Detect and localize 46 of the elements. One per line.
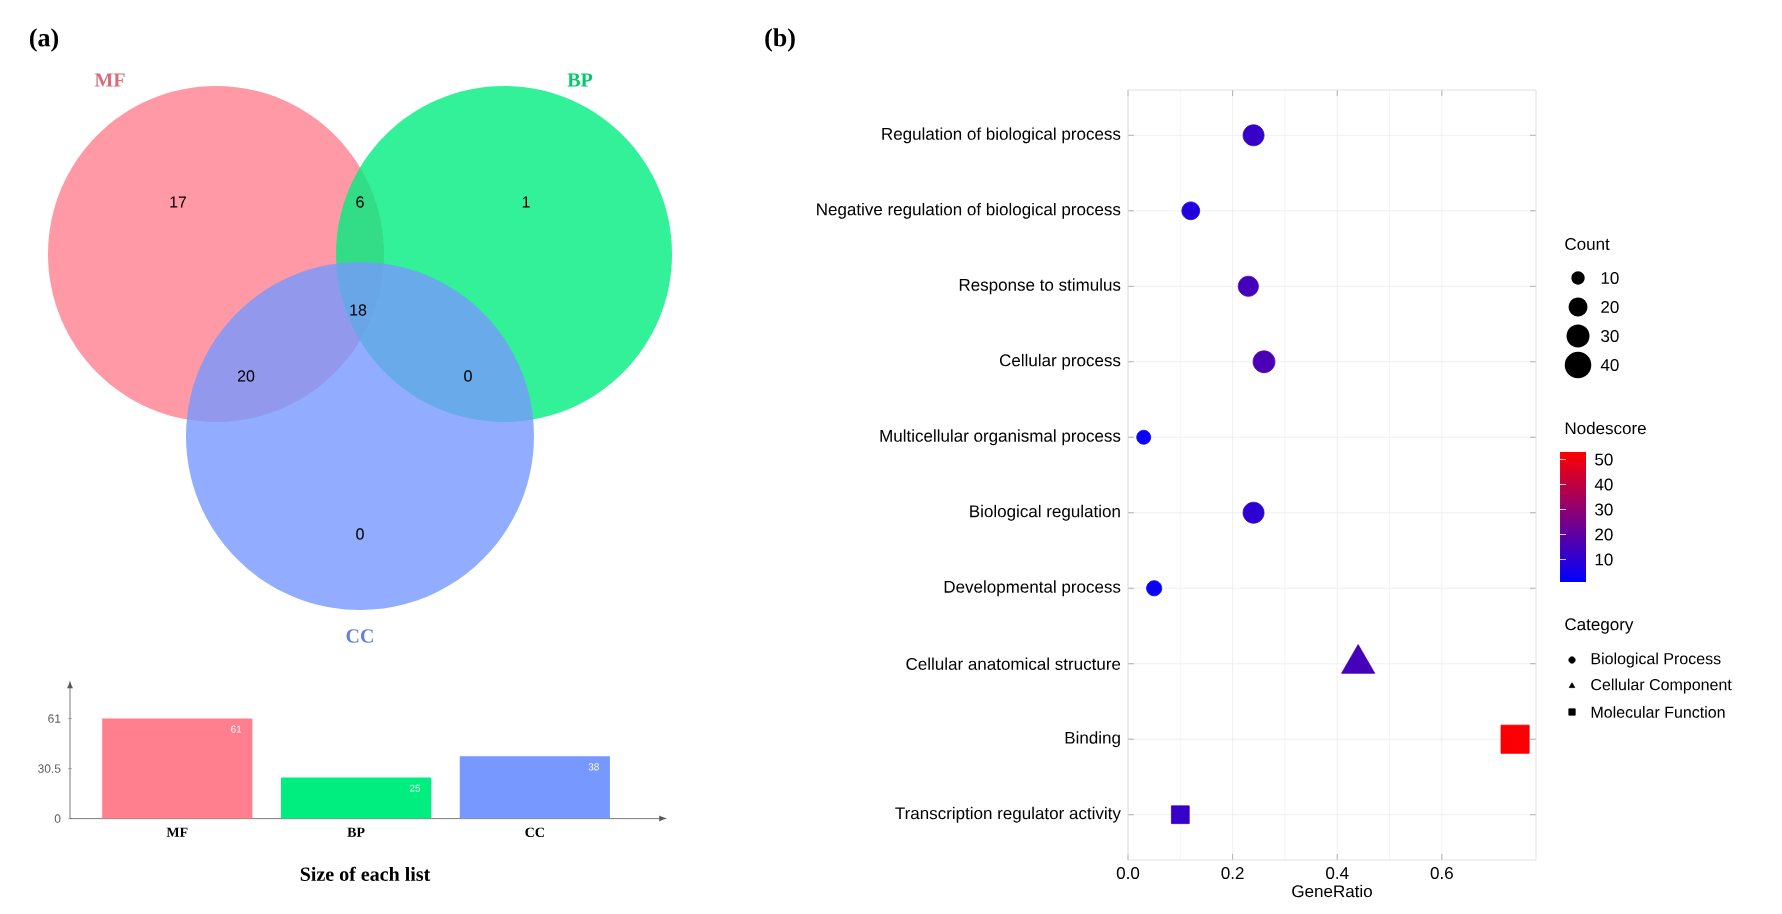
bar [280, 777, 432, 819]
x-axis-title: Size of each list [300, 866, 431, 881]
x-tick-label: 0.6 [1430, 867, 1453, 880]
y-tick-label: Negative regulation of biological process [817, 202, 1121, 219]
y-tick-label: Cellular process [999, 353, 1121, 370]
text: 17 [170, 196, 187, 208]
y-tick-label: Biological regulation [970, 504, 1120, 521]
text: Biological Process [1591, 652, 1721, 668]
text: (b) [765, 28, 795, 52]
legend-title: Category [1565, 618, 1634, 634]
text: 0 [464, 370, 472, 382]
x-axis-title: GeneRatio [1292, 884, 1372, 898]
color-bar-label: 40 [1594, 478, 1613, 491]
text: (a) [30, 28, 59, 52]
y-tick-label: Binding [1065, 731, 1120, 748]
text: Count [1565, 237, 1610, 250]
color-bar-title: Nodescore [1565, 421, 1646, 435]
y-tick-label: Regulation of biological process [882, 127, 1121, 144]
text: Molecular Function [1591, 706, 1725, 718]
color-bar-label: 30 [1595, 503, 1613, 516]
bar [459, 756, 610, 819]
text: 1 [522, 196, 530, 208]
category-label: MF [94, 73, 125, 87]
text: Cellular Component [1591, 678, 1732, 694]
x-tick-label: 0.2 [1221, 867, 1244, 880]
color-bar-label: 20 [1595, 528, 1613, 541]
bar [102, 718, 253, 819]
x-tick-label: 0.4 [1326, 867, 1349, 880]
legend-label: 10 [1601, 271, 1619, 284]
legend-label: 40 [1600, 358, 1619, 371]
legend-label: 30 [1601, 329, 1619, 342]
y-tick-label: Transcription regulator activity [895, 806, 1121, 823]
color-bar-label: 10 [1595, 553, 1613, 566]
category-label: BP [567, 73, 593, 87]
text: 0 [356, 528, 364, 540]
y-tick-label: Developmental process [944, 580, 1121, 597]
y-tick-label: Response to stimulus [959, 278, 1121, 295]
text: 18 [350, 304, 367, 316]
x-tick-label: 0.0 [1116, 867, 1140, 880]
text: 20 [237, 370, 255, 382]
legend-label: 20 [1601, 300, 1619, 313]
category-label: CC [346, 629, 373, 643]
y-tick-label: Cellular anatomical structure [906, 657, 1121, 670]
text: 6 [356, 196, 364, 208]
y-tick-label: Multicellular organismal process [880, 429, 1121, 446]
color-bar-label: 50 [1595, 453, 1613, 466]
